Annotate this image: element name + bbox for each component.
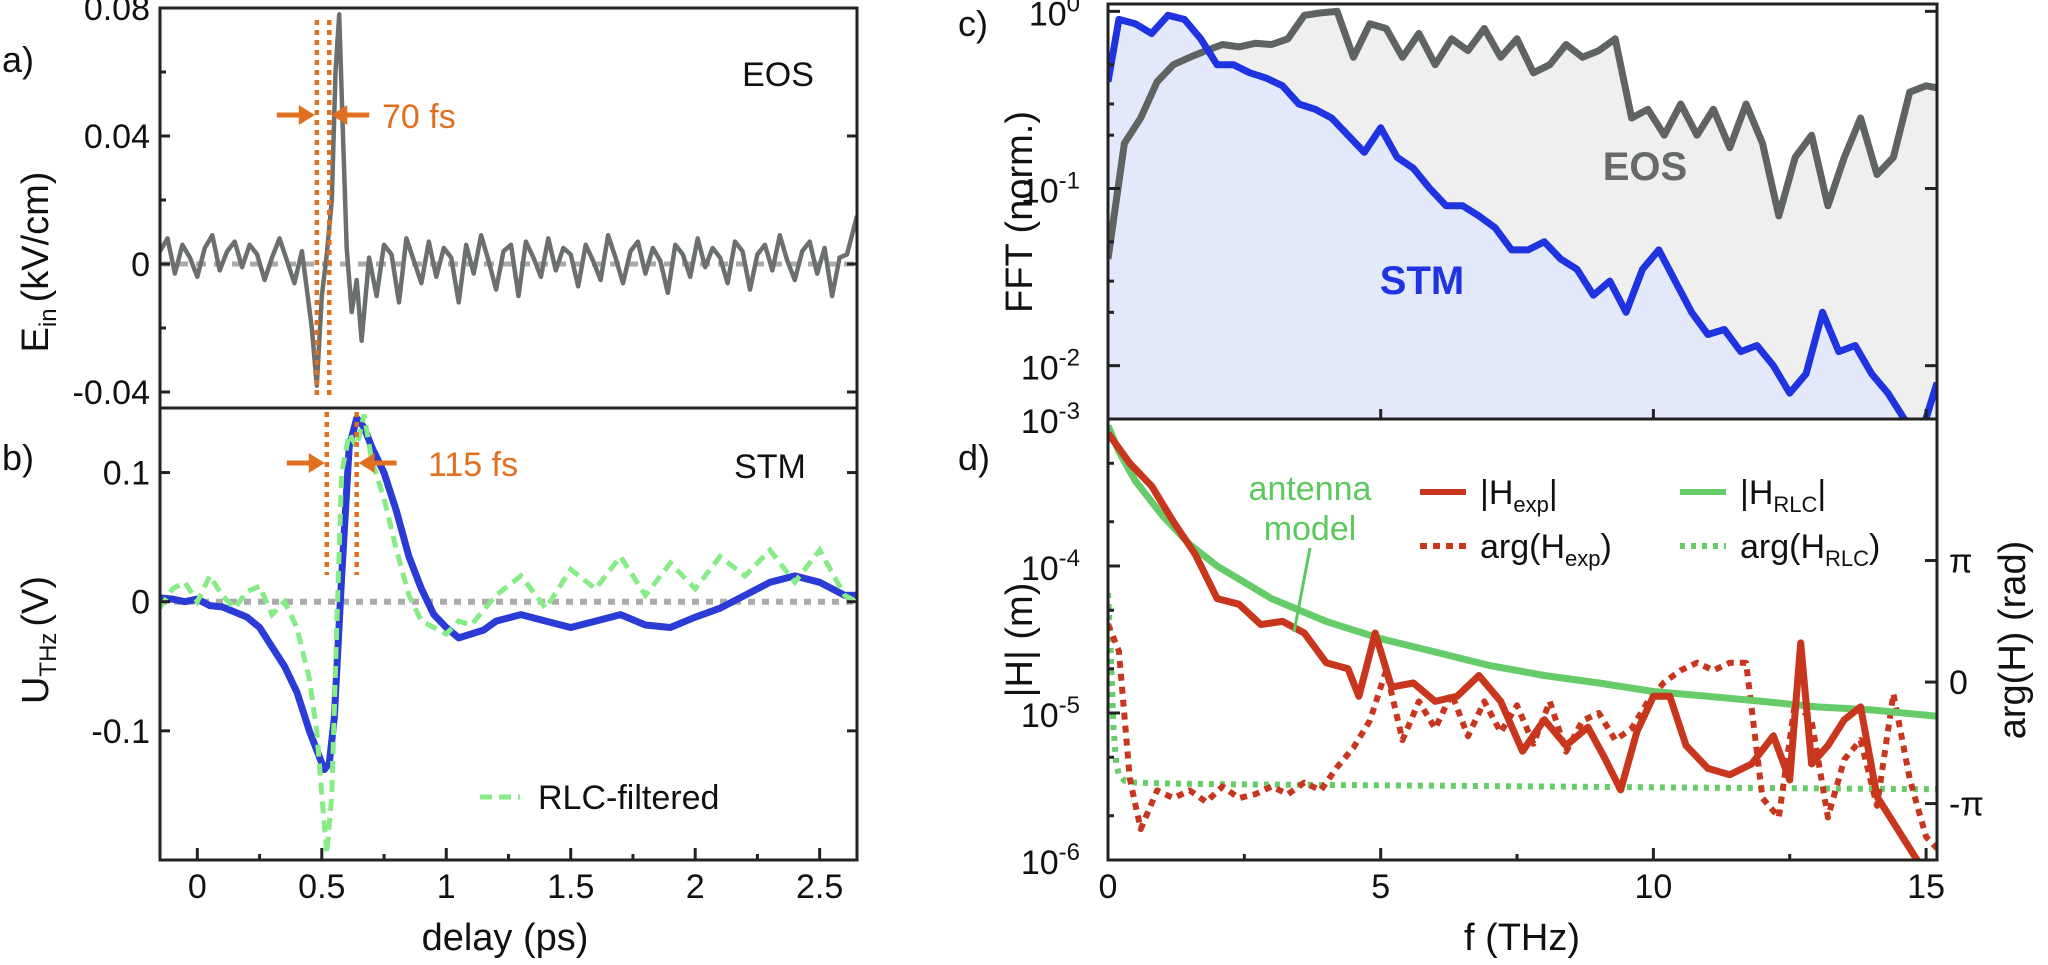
panel-d-series-0	[1108, 431, 1922, 860]
panel-b-x-label: delay (ps)	[422, 917, 589, 959]
panel-a-ytick-label: 0.08	[84, 0, 150, 28]
panel-a-y-label-units: (kV/cm)	[15, 172, 57, 303]
panel-d-annotation-pointer	[1292, 547, 1312, 633]
panel-c-area-stm	[1108, 15, 1937, 419]
panel-c-stm-label: STM	[1380, 259, 1464, 303]
svg-text:UTHz(V): UTHz (V)	[15, 576, 62, 704]
panel-c-letter: c)	[958, 3, 988, 44]
panel-a-y-label-sub: in	[35, 308, 62, 327]
panel-d-legend: |Hexp| |HRLC| arg(Hexp) arg(HRLC)	[1420, 474, 1880, 571]
panel-d-ytick-label: 10-3	[1021, 398, 1080, 441]
panel-b-stm-annotation: STM	[734, 448, 806, 486]
panel-a-eos-annotation: EOS	[742, 56, 814, 94]
panel-d-y2tick-label: π	[1949, 543, 1972, 581]
panel-a-marks	[160, 12, 857, 395]
panel-b-x-ticks: 0 0.5 1 1.5 2 2.5	[188, 848, 843, 906]
panel-b-marks	[160, 412, 857, 854]
panel-b-xtick-label: 2.5	[796, 868, 843, 906]
panel-a-width-annotation: 70 fs	[382, 98, 456, 136]
svg-text:Ein(kV/cm): Ein (kV/cm)	[15, 172, 62, 353]
panel-d-x-label: f (THz)	[1464, 917, 1580, 959]
legend-label-h-exp: |Hexp|	[1480, 474, 1558, 517]
panel-d: d) 10-610-510-410-3 -π0π 0 5 10 15 antenna …	[958, 398, 2034, 959]
panel-d-x-ticks: 0 5 10 15	[1099, 848, 1945, 906]
panel-a-series-eos	[160, 12, 857, 388]
panel-b: b) -0.1 0 0.1 0 0.5 1 1.5 2 2.5 STM 115 fs RLC-…	[2, 406, 859, 959]
panel-b-series-rlc	[160, 413, 857, 854]
panel-b-width-annotation: 115 fs	[428, 446, 518, 484]
panel-d-xtick-label: 15	[1907, 868, 1945, 906]
panel-b-arrow-right-head	[358, 453, 375, 473]
panel-b-arrow-left-head	[308, 453, 325, 473]
panel-b-ytick-label: 0	[131, 584, 150, 622]
panel-b-legend-label: RLC-filtered	[538, 779, 719, 817]
panel-c-ytick-label: 10-2	[1021, 345, 1080, 388]
panel-b-ytick-label: 0.1	[103, 455, 150, 493]
panel-a-y-ticks: -0.04 0 0.04 0.08	[73, 0, 857, 412]
panel-d-annotation-line-2: model	[1264, 510, 1357, 548]
panel-c-y-ticks: 10-2 10-1 100	[1021, 0, 1937, 421]
panel-b-xtick-label: 0.5	[298, 868, 345, 906]
panel-c-y-label: FFT (norm.)	[999, 111, 1041, 313]
panel-d-xtick-label: 0	[1099, 868, 1118, 906]
panel-d-xtick-label: 10	[1634, 868, 1672, 906]
legend-label-arg-rlc: arg(HRLC)	[1740, 528, 1880, 571]
panel-b-ytick-label: -0.1	[91, 713, 150, 751]
panel-a: a) -0.04 0 0.04 0.08 EOS 70 fs Ein (kV/cm)	[2, 0, 859, 412]
panel-b-xtick-label: 2	[686, 868, 705, 906]
panel-d-y2tick-label: 0	[1949, 664, 1968, 702]
panel-d-letter: d)	[958, 437, 990, 478]
panel-a-arrow-left-head	[298, 105, 315, 125]
panel-a-y-label: Ein (kV/cm)	[15, 172, 62, 353]
panel-a-arrow-right-head	[331, 105, 348, 125]
panel-b-xtick-label: 0	[188, 868, 207, 906]
panel-d-series-2	[1108, 622, 1937, 851]
panel-a-letter: a)	[2, 39, 34, 80]
panel-d-y2tick-label: -π	[1949, 786, 1984, 824]
legend-label-arg-exp: arg(Hexp)	[1480, 528, 1612, 571]
panel-d-y-label: |H| (m)	[999, 583, 1041, 698]
panel-b-y-label-sub: THz	[35, 633, 62, 677]
panel-d-y2-label: arg(H) (rad)	[1992, 541, 2034, 739]
panel-b-letter: b)	[2, 437, 34, 478]
panel-b-y-label: UTHz (V)	[15, 576, 62, 704]
panel-d-series-3	[1108, 592, 1937, 793]
panel-c-ytick-label: 100	[1029, 0, 1080, 33]
panel-d-y-ticks: 10-6 10-5 10-4 10-3	[1021, 398, 1120, 882]
panel-a-ytick-label: 0	[131, 246, 150, 284]
panel-d-marks	[1108, 424, 1937, 860]
panel-b-series-stm	[160, 414, 857, 774]
panel-b-xtick-label: 1.5	[547, 868, 594, 906]
panel-b-y-ticks: -0.1 0 0.1	[91, 455, 857, 751]
panel-d-ytick-label: 10-6	[1021, 839, 1080, 882]
panel-d-y2-ticks: -π 0 π	[1925, 543, 1984, 824]
panel-a-y-label-main: E	[15, 327, 57, 352]
panel-a-ytick-label: 0.04	[84, 118, 150, 156]
panel-c: c) 10-2 10-1 100 EOS STM FFT (norm.)	[958, 0, 1939, 421]
panel-b-y-label-units: (V)	[15, 576, 57, 627]
panel-b-xtick-label: 1	[437, 868, 456, 906]
panel-b-y-label-main: U	[15, 677, 57, 704]
panel-c-ytick-label: 10-1	[1021, 168, 1080, 211]
panel-d-ytick-label: 10-4	[1021, 545, 1080, 588]
panel-c-eos-label: EOS	[1603, 145, 1687, 189]
panel-a-ytick-label: -0.04	[73, 374, 151, 412]
panel-d-series-1	[1108, 424, 1937, 720]
panel-d-xtick-label: 5	[1371, 868, 1390, 906]
panel-c-series-stm	[1108, 11, 1937, 419]
panel-d-ytick-label: 10-5	[1021, 692, 1080, 735]
panel-c-series-eos	[1108, 7, 1937, 260]
legend-label-h-rlc: |HRLC|	[1740, 474, 1826, 517]
panel-d-frame	[1106, 417, 1939, 862]
panel-c-marks	[1108, 7, 1937, 419]
panel-d-annotation-line-1: antenna	[1249, 470, 1372, 508]
